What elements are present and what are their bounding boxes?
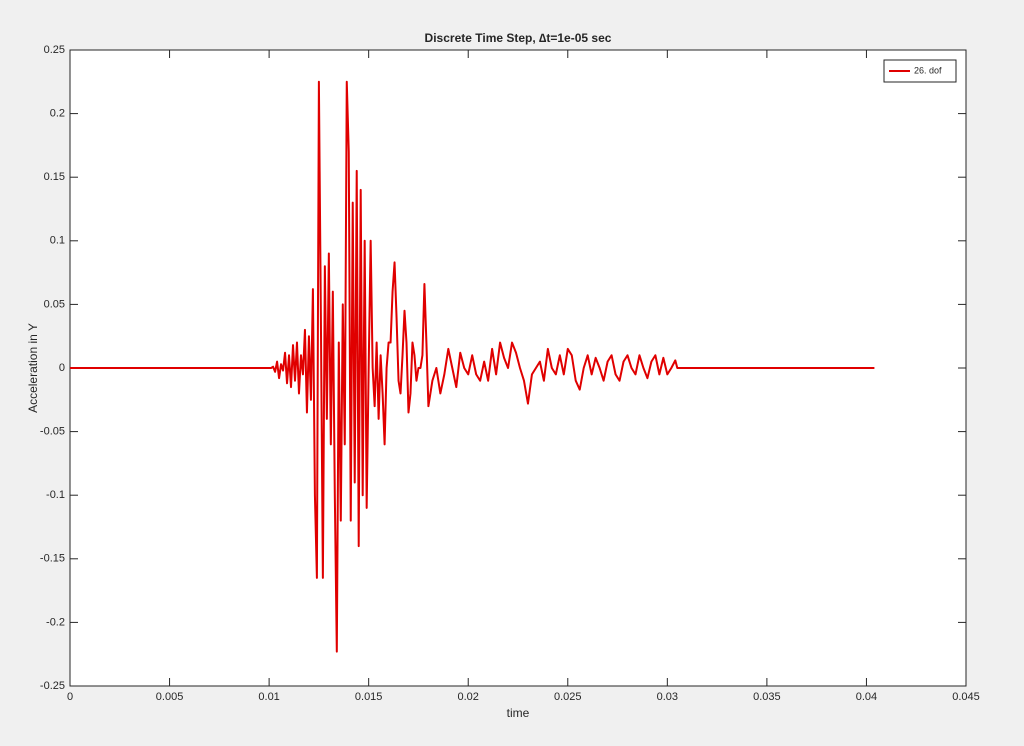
legend-label: 26. dof <box>914 65 942 75</box>
y-tick-label: 0.05 <box>44 298 65 310</box>
x-axis-label: time <box>507 706 530 720</box>
y-tick-label: 0.25 <box>44 44 65 56</box>
data-line <box>70 80 875 653</box>
y-tick-label: -0.15 <box>40 553 65 565</box>
x-tick-label: 0.01 <box>258 691 279 703</box>
y-tick-label: 0.2 <box>50 108 65 120</box>
y-tick-label: -0.05 <box>40 426 65 438</box>
x-tick-label: 0 <box>67 691 73 703</box>
chart-title: Discrete Time Step, ∆t=1e-05 sec <box>425 31 612 45</box>
x-tick-label: 0.025 <box>554 691 582 703</box>
y-axis-label: Acceleration in Y <box>26 323 40 413</box>
y-tick-label: -0.2 <box>46 616 65 628</box>
x-tick-label: 0.005 <box>156 691 184 703</box>
x-tick-label: 0.02 <box>458 691 479 703</box>
y-tick-label: -0.25 <box>40 680 65 692</box>
y-tick-label: -0.1 <box>46 489 65 501</box>
x-tick-label: 0.015 <box>355 691 383 703</box>
x-tick-label: 0.04 <box>856 691 877 703</box>
y-tick-label: 0 <box>59 362 65 374</box>
x-tick-label: 0.03 <box>657 691 678 703</box>
y-tick-label: 0.15 <box>44 171 65 183</box>
x-tick-label: 0.045 <box>952 691 980 703</box>
legend-box <box>883 59 957 83</box>
y-tick-label: 0.1 <box>50 235 65 247</box>
x-tick-label: 0.035 <box>753 691 781 703</box>
